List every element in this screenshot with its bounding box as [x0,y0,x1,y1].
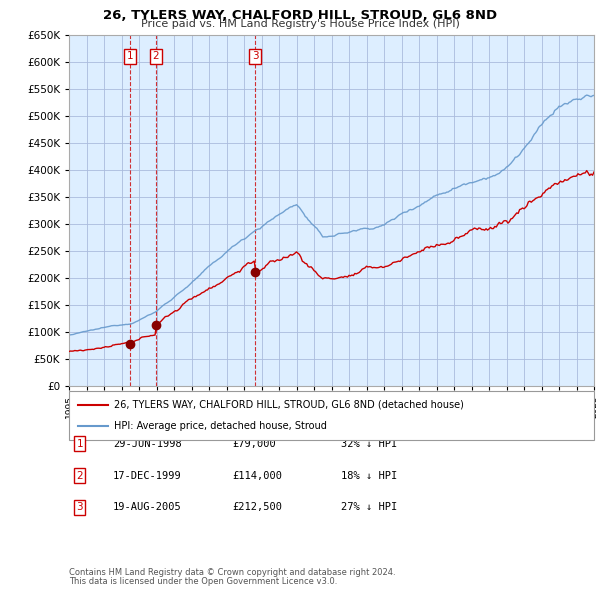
Text: 3: 3 [76,503,83,512]
Text: 32% ↓ HPI: 32% ↓ HPI [341,439,397,448]
Text: 2: 2 [76,471,83,480]
Text: 19-AUG-2005: 19-AUG-2005 [113,503,182,512]
Text: 2: 2 [152,51,159,61]
Text: This data is licensed under the Open Government Licence v3.0.: This data is licensed under the Open Gov… [69,578,337,586]
Text: 17-DEC-1999: 17-DEC-1999 [113,471,182,480]
Text: 26, TYLERS WAY, CHALFORD HILL, STROUD, GL6 8ND (detached house): 26, TYLERS WAY, CHALFORD HILL, STROUD, G… [114,399,464,409]
Text: 26, TYLERS WAY, CHALFORD HILL, STROUD, GL6 8ND: 26, TYLERS WAY, CHALFORD HILL, STROUD, G… [103,9,497,22]
Text: 1: 1 [76,439,83,448]
Text: 27% ↓ HPI: 27% ↓ HPI [341,503,397,512]
Text: £212,500: £212,500 [233,503,283,512]
Text: £114,000: £114,000 [233,471,283,480]
Text: 1: 1 [127,51,133,61]
Text: Price paid vs. HM Land Registry's House Price Index (HPI): Price paid vs. HM Land Registry's House … [140,19,460,30]
Text: £79,000: £79,000 [233,439,277,448]
Text: 3: 3 [252,51,259,61]
Text: HPI: Average price, detached house, Stroud: HPI: Average price, detached house, Stro… [114,421,327,431]
Text: 18% ↓ HPI: 18% ↓ HPI [341,471,397,480]
Text: Contains HM Land Registry data © Crown copyright and database right 2024.: Contains HM Land Registry data © Crown c… [69,568,395,577]
Text: 29-JUN-1998: 29-JUN-1998 [113,439,182,448]
